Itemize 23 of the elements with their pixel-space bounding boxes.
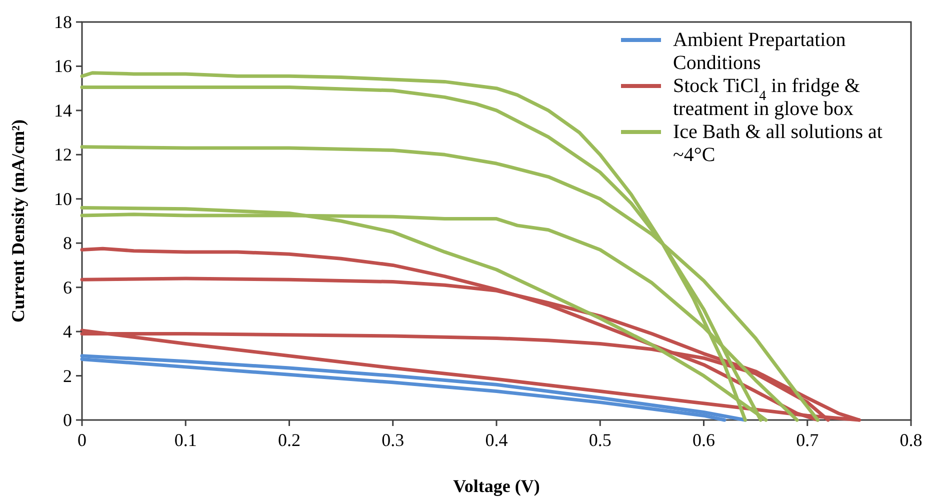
- x-axis-title: Voltage (V): [453, 476, 540, 496]
- x-tick-label: 0: [78, 430, 86, 450]
- x-tick-label: 0.4: [485, 430, 508, 450]
- legend-label: Ice Bath & all solutions at ~4°C: [673, 121, 883, 166]
- y-tick-label: 4: [63, 322, 72, 342]
- y-tick-label: 18: [54, 12, 72, 32]
- x-tick-label: 0.6: [692, 430, 715, 450]
- y-axis-title: Current Density (mA/cm²): [8, 119, 28, 323]
- x-tick-label: 0.3: [382, 430, 404, 450]
- y-tick-label: 6: [63, 277, 72, 298]
- y-tick-label: 12: [54, 144, 72, 165]
- y-tick-label: 2: [63, 366, 72, 386]
- x-tick-label: 0.7: [796, 430, 819, 450]
- x-tick-label: 0.8: [900, 430, 922, 450]
- y-tick-label: 16: [54, 56, 72, 76]
- legend-label: Stock TiCl$_{4}$ in fridge & treatment in glove box: [673, 75, 860, 120]
- y-tick-label: 10: [54, 188, 72, 209]
- y-tick-label: 0: [63, 410, 72, 430]
- x-tick-label: 0.2: [278, 430, 300, 450]
- y-tick-label: 14: [54, 100, 72, 120]
- x-tick-label: 0.5: [588, 430, 612, 450]
- y-tick-label: 8: [63, 233, 72, 254]
- x-tick-label: 0.1: [174, 430, 197, 450]
